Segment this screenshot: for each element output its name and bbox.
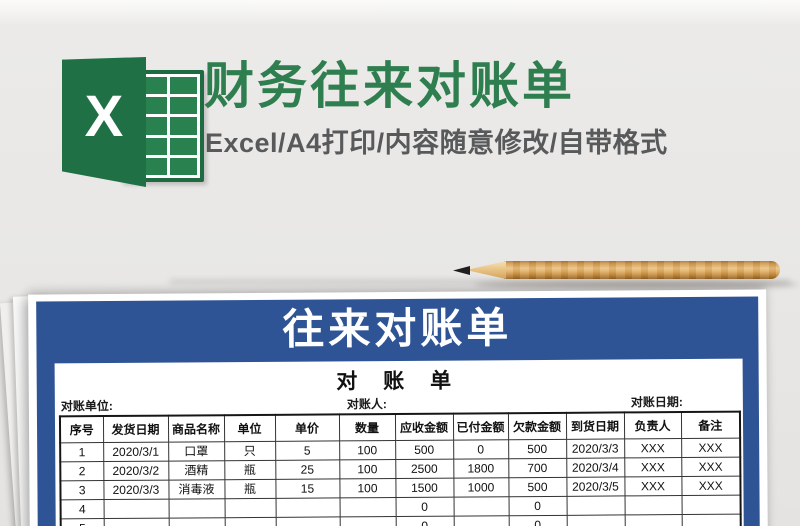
table-cell: 500 [508,477,567,497]
table-cell [168,517,225,526]
promo-subtitle: Excel/A4打印/内容随意修改/自带格式 [205,128,668,158]
column-header: 负责人 [623,412,682,439]
sheet-content: 对 账 单 对账单位: 对账人: 对账日期: 序号 发货日期 商品名称 单位 单价 数量应… [54,358,745,526]
column-header: 数量 [338,414,396,441]
table-cell [453,515,509,526]
doc-title: 对 账 单 [336,369,462,394]
table-cell: 15 [275,478,340,499]
excel-logo-letter: X [84,83,124,149]
pencil-shadow [474,281,799,288]
table-cell: 4 [60,499,104,519]
pencil-wood-cone [466,261,506,279]
sheet-banner-title: 往来对账单 [282,304,513,353]
table-cell: 25 [275,459,340,480]
table-cell: 0 [395,516,454,526]
pencil-body [504,261,780,279]
table-cell: 5 [275,440,340,461]
table-cell: 1000 [453,477,509,498]
pencil-graphite-tip [453,266,470,275]
table-cell: 3 [60,480,104,500]
table-cell [224,517,276,526]
promo-header: 财务往来对账单 Excel/A4打印/内容随意修改/自带格式 [204,58,794,160]
table-cell [275,497,340,518]
meta-unit-label: 对账单位: [60,398,113,414]
column-header: 单价 [274,414,340,442]
table-cell: XXX [624,457,682,477]
table-cell: 2020/3/5 [566,476,625,497]
table-cell [103,518,169,526]
table-cell: 100 [339,459,396,479]
table-cell [681,495,741,515]
spreadsheet-paper: 往来对账单 对 账 单 对账单位: 对账人: 对账日期: 序号 发货日期 商品名称单… [28,289,768,526]
table-cell: 酒精 [168,460,225,481]
table-cell [275,516,340,526]
table-cell: 2020/3/3 [103,480,169,500]
table-cell [103,499,169,519]
table-cell: 消毒液 [168,479,225,500]
pencil-icon [448,255,799,291]
table-cell: 100 [339,478,396,498]
meta-date-label: 对账日期: [630,395,683,410]
table-cell [624,514,682,526]
sheet-blue-frame: 往来对账单 对 账 单 对账单位: 对账人: 对账日期: 序号 发货日期 商品名称单… [36,296,760,526]
table-cell: XXX [624,476,682,496]
column-header: 应收金额 [394,413,454,441]
table-cell: 2500 [395,459,454,479]
excel-flap-icon: X [62,57,146,187]
table-cell [566,495,625,516]
table-cell: XXX [681,438,741,458]
column-header: 欠款金额 [507,412,567,440]
table-cell: XXX [681,457,741,477]
column-header: 备注 [680,411,741,439]
excel-logo-icon: X [62,57,204,187]
table-cell: 0 [508,496,567,516]
table-cell [566,514,625,526]
table-cell: 2020/3/2 [103,461,169,481]
table-cell [681,514,741,526]
table-cell: XXX [681,476,741,496]
table-cell: 500 [508,439,567,459]
table-cell [624,495,682,515]
column-header: 序号 [59,416,104,443]
table-cell: 瓶 [224,460,276,480]
column-header: 发货日期 [102,415,169,443]
column-header: 到货日期 [565,412,625,440]
table-cell [339,497,396,517]
table-cell: 只 [224,441,276,461]
meta-person-label: 对账人: [346,397,387,412]
table-cell: 500 [395,440,454,460]
table-cell: XXX [624,438,682,458]
promo-title: 财务往来对账单 [204,58,575,114]
table-cell: 1500 [395,478,454,498]
column-header: 已付金额 [452,413,509,441]
table-cell: 100 [339,440,396,460]
table-cell: 5 [60,518,104,526]
column-header: 商品名称 [167,415,225,443]
table-cell: 2 [60,461,104,481]
table-cell: 0 [453,439,509,460]
table-cell: 1800 [453,458,509,479]
table-cell: 0 [508,515,567,526]
column-header: 单位 [223,414,276,442]
table-cell: 2020/3/1 [103,442,169,462]
table-cell [453,496,509,517]
table-cell [168,498,225,519]
table-cell: 2020/3/4 [566,457,625,478]
table-cell: 1 [60,442,104,462]
paper-edge-shadow [170,279,790,284]
table-cell: 2020/3/3 [566,438,625,459]
table-cell: 瓶 [224,479,276,499]
meta-row: 对账单位: 对账人: 对账日期: [55,393,743,414]
table-cell: 口罩 [168,441,225,462]
table-cell [224,498,276,518]
table-cell: 700 [508,458,567,478]
table-cell: 0 [395,497,454,517]
table-cell [339,516,396,526]
